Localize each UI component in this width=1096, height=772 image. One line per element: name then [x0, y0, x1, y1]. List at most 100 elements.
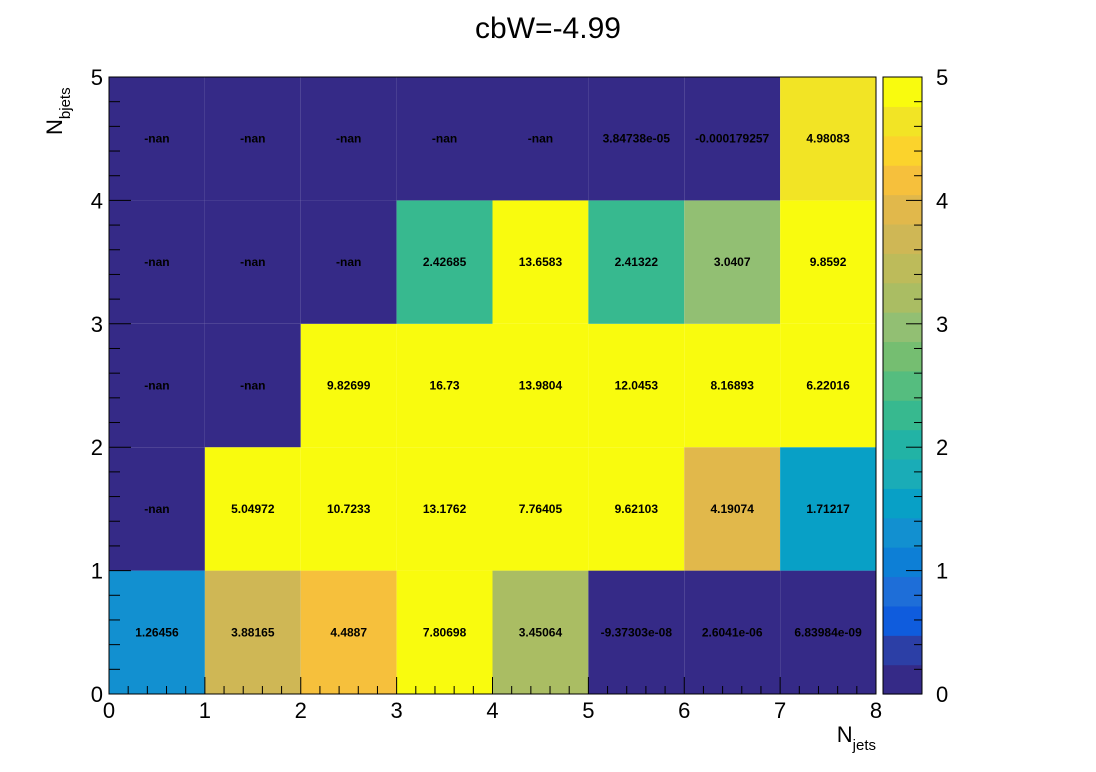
- heatmap-cell: [780, 200, 876, 324]
- heatmap-cell: [780, 570, 876, 694]
- cell-value-label: 2.6041e-06: [702, 625, 763, 639]
- cell-value-label: 4.19074: [710, 502, 754, 516]
- cell-value-label: 13.1762: [423, 502, 467, 516]
- heatmap-cell: [396, 323, 493, 448]
- colorbar-segment: [883, 165, 922, 196]
- colorbar-frame: [882, 76, 923, 695]
- cell-value-label: 7.76405: [519, 502, 563, 516]
- colorbar-segment: [883, 253, 922, 284]
- cell-value-label: -nan: [240, 379, 265, 393]
- heatmap-cell: [684, 570, 781, 694]
- heatmap-cells: [109, 77, 876, 694]
- heatmap-cell: [396, 77, 493, 201]
- x-tick-label: 2: [295, 698, 307, 723]
- cell-value-label: 3.45064: [519, 625, 563, 639]
- colorbar-segment: [883, 194, 922, 225]
- colorbar-tick-label: 5: [936, 65, 948, 90]
- cell-value-labels: 1.26456 3.88165 4.4887 7.80698 3.45064 -9.373…: [135, 132, 862, 640]
- heatmap-cell: [396, 447, 493, 571]
- colorbar-axis: 0 1 2 3 4 5: [906, 65, 948, 707]
- heatmap-cell: [780, 323, 876, 448]
- colorbar-segment: [883, 400, 922, 431]
- y-tick-label: 3: [91, 312, 103, 337]
- colorbar-tick-label: 0: [936, 682, 948, 707]
- cell-value-label: 3.84738e-05: [603, 132, 671, 146]
- colorbar-segment: [883, 605, 922, 636]
- cell-value-label: 9.8592: [810, 255, 847, 269]
- heatmap-cell: [300, 200, 397, 324]
- heatmap-cell: [684, 77, 781, 201]
- y-tick-label: 5: [91, 65, 103, 90]
- colorbar-segment: [883, 282, 922, 313]
- heatmap-cell: [588, 323, 685, 448]
- heatmap-cell: [396, 200, 493, 324]
- cell-value-label: 4.98083: [806, 132, 850, 146]
- cell-value-label: -nan: [144, 255, 169, 269]
- x-axis: 0 1 2 3 4 5 6 7 8: [103, 677, 882, 723]
- cell-value-label: 8.16893: [710, 379, 754, 393]
- cell-value-label: 4.4887: [330, 625, 367, 639]
- colorbar-segment: [883, 488, 922, 519]
- cell-value-label: 3.88165: [231, 625, 275, 639]
- cell-value-label: -nan: [144, 132, 169, 146]
- heatmap-cell: [780, 77, 876, 201]
- y-tick-label: 2: [91, 435, 103, 460]
- colorbar-segment: [883, 312, 922, 343]
- cell-value-label: -0.000179257: [695, 132, 769, 146]
- heatmap-cell: [204, 447, 301, 571]
- y-tick-label: 4: [91, 188, 103, 213]
- x-tick-label: 5: [582, 698, 594, 723]
- x-tick-label: 7: [774, 698, 786, 723]
- heatmap-cell: [588, 77, 685, 201]
- cell-value-label: 9.62103: [615, 502, 659, 516]
- heatmap-cell: [684, 447, 781, 571]
- x-tick-label: 8: [870, 698, 882, 723]
- cell-value-label: 5.04972: [231, 502, 275, 516]
- colorbar-segment: [883, 106, 922, 137]
- cell-value-label: 6.83984e-09: [794, 625, 862, 639]
- heatmap-cell: [300, 323, 397, 448]
- x-tick-label: 0: [103, 698, 115, 723]
- heatmap-cell: [492, 323, 589, 448]
- cell-value-label: 9.82699: [327, 379, 371, 393]
- heatmap-cell: [588, 570, 685, 694]
- heatmap-cell: [684, 323, 781, 448]
- cell-value-label: 1.71217: [806, 502, 850, 516]
- cell-value-label: -nan: [528, 132, 553, 146]
- cell-value-label: -nan: [336, 132, 361, 146]
- y-axis-title: Nbjets: [42, 87, 74, 135]
- y-axis-title-sub: bjets: [57, 87, 74, 119]
- heatmap-cell: [109, 447, 205, 571]
- heatmap-cell: [204, 77, 301, 201]
- y-tick-label: 0: [91, 682, 103, 707]
- cell-value-label: -nan: [144, 379, 169, 393]
- cell-value-label: 13.9804: [519, 379, 563, 393]
- x-tick-label: 1: [199, 698, 211, 723]
- cell-value-label: 1.26456: [135, 625, 179, 639]
- colorbar-segment: [883, 576, 922, 607]
- x-tick-label: 6: [678, 698, 690, 723]
- y-axis-title-main: N: [42, 119, 67, 135]
- x-tick-label: 4: [486, 698, 498, 723]
- colorbar-segment: [883, 77, 922, 107]
- heatmap-cell: [204, 570, 301, 694]
- cell-value-label: 6.22016: [806, 379, 850, 393]
- heatmap-cell: [492, 570, 589, 694]
- colorbar-segment: [883, 370, 922, 401]
- cell-value-label: 13.6583: [519, 255, 563, 269]
- colorbar-tick-label: 2: [936, 435, 948, 460]
- heatmap-cell: [109, 77, 205, 201]
- x-axis-title-sub: jets: [852, 737, 876, 754]
- x-tick-label: 3: [391, 698, 403, 723]
- y-tick-label: 1: [91, 559, 103, 584]
- cell-value-label: 3.0407: [714, 255, 751, 269]
- cell-value-label: 12.0453: [615, 379, 659, 393]
- heatmap-cell: [109, 323, 205, 448]
- heatmap-cell: [492, 200, 589, 324]
- colorbar: [882, 76, 923, 695]
- cell-value-label: -nan: [336, 255, 361, 269]
- heatmap-cell: [780, 447, 876, 571]
- cell-value-label: 7.80698: [423, 625, 467, 639]
- cell-value-label: 16.73: [430, 379, 460, 393]
